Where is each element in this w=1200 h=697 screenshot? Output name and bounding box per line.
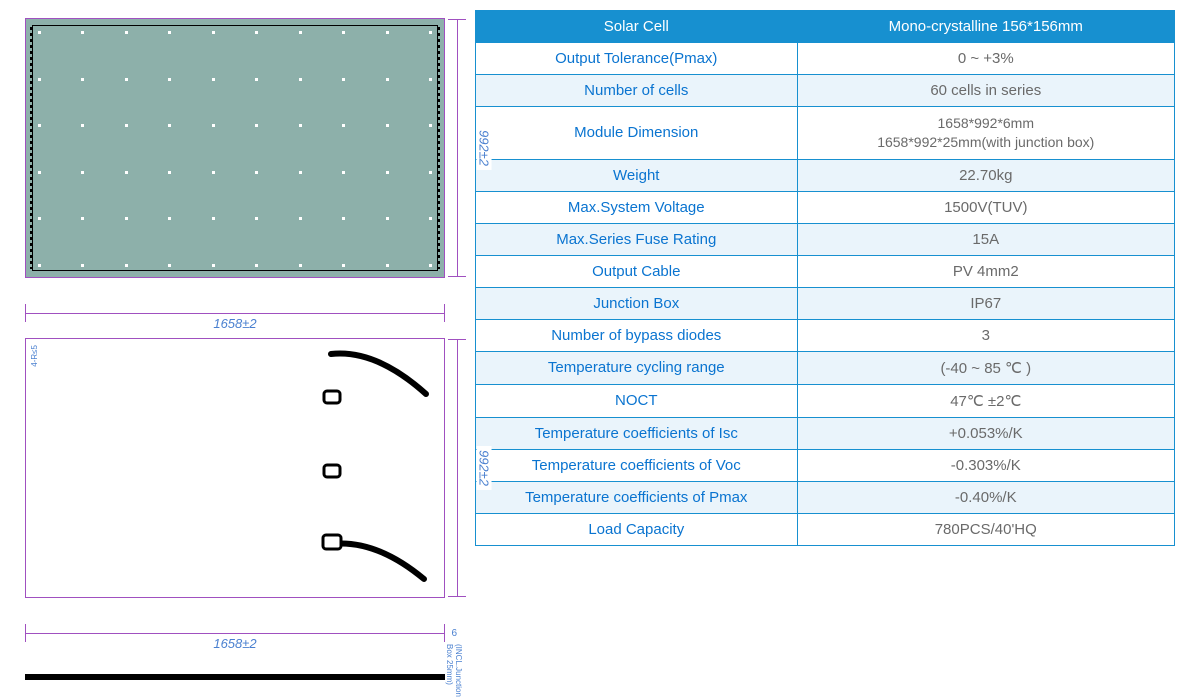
spec-table-column: Solar CellMono-crystalline 156*156mmOutp… [475, 10, 1175, 680]
spec-value: PV 4mm2 [797, 255, 1174, 287]
table-row: Solar CellMono-crystalline 156*156mm [476, 11, 1175, 43]
table-row: Output Tolerance(Pmax)0 ~ +3% [476, 43, 1175, 75]
height-dimension-back: 992±2 [448, 339, 466, 597]
spec-key: Solar Cell [476, 11, 798, 43]
spec-value: IP67 [797, 287, 1174, 319]
spec-key: Max.Series Fuse Rating [476, 223, 798, 255]
front-view: 992±2 [25, 18, 445, 278]
page-container: 992±2 1658±2 4-R≤5 [0, 0, 1200, 690]
spec-value: 15A [797, 223, 1174, 255]
table-row: Weight22.70kg [476, 159, 1175, 191]
side-view [25, 674, 445, 680]
height-dimension-front: 992±2 [448, 19, 466, 277]
spec-value: -0.40%/K [797, 481, 1174, 513]
table-row: Temperature coefficients of Isc+0.053%/K [476, 417, 1175, 449]
back-view-wrap: 4-R≤5 992±2 [25, 308, 445, 620]
table-row: Max.System Voltage1500V(TUV) [476, 191, 1175, 223]
height-dim-label-back: 992±2 [477, 446, 492, 490]
thickness-label: 6 [451, 628, 457, 639]
spec-key: Number of bypass diodes [476, 319, 798, 351]
spec-value: 1500V(TUV) [797, 191, 1174, 223]
spec-value: 0 ~ +3% [797, 43, 1174, 75]
spec-key: Temperature coefficients of Voc [476, 449, 798, 481]
spec-value: Mono-crystalline 156*156mm [797, 11, 1174, 43]
table-row: Temperature coefficients of Pmax-0.40%/K [476, 481, 1175, 513]
table-row: NOCT47℃ ±2℃ [476, 384, 1175, 417]
spec-key: Number of cells [476, 75, 798, 107]
spec-key: Load Capacity [476, 513, 798, 545]
spec-key: Module Dimension [476, 107, 798, 160]
table-row: Junction BoxIP67 [476, 287, 1175, 319]
table-row: Temperature coefficients of Voc-0.303%/K [476, 449, 1175, 481]
spec-value: +0.053%/K [797, 417, 1174, 449]
back-view-svg [26, 339, 446, 599]
height-dim-label: 992±2 [477, 126, 492, 170]
spec-key: Weight [476, 159, 798, 191]
spec-key: Output Cable [476, 255, 798, 287]
table-row: Module Dimension1658*992*6mm1658*992*25m… [476, 107, 1175, 160]
table-row: Number of bypass diodes3 [476, 319, 1175, 351]
diagram-column: 992±2 1658±2 4-R≤5 [25, 10, 445, 680]
spec-key: Output Tolerance(Pmax) [476, 43, 798, 75]
side-note: (INCL.Junction Box 25mm) [445, 644, 463, 697]
table-row: Load Capacity780PCS/40'HQ [476, 513, 1175, 545]
spec-key: Junction Box [476, 287, 798, 319]
table-row: Max.Series Fuse Rating15A [476, 223, 1175, 255]
side-view-wrap: (INCL.Junction Box 25mm) 6 [25, 634, 445, 680]
spec-value: 780PCS/40'HQ [797, 513, 1174, 545]
spec-key: Temperature coefficients of Isc [476, 417, 798, 449]
spec-value: (-40 ~ 85 ℃ ) [797, 351, 1174, 384]
spec-key: NOCT [476, 384, 798, 417]
front-view-wrap: 992±2 1658±2 [25, 10, 445, 300]
spec-value: 3 [797, 319, 1174, 351]
cell-grid [38, 31, 432, 265]
back-view: 4-R≤5 992±2 [25, 338, 445, 598]
table-row: Temperature cycling range(-40 ~ 85 ℃ ) [476, 351, 1175, 384]
spec-value: 60 cells in series [797, 75, 1174, 107]
spec-table: Solar CellMono-crystalline 156*156mmOutp… [475, 10, 1175, 546]
spec-key: Max.System Voltage [476, 191, 798, 223]
spec-key: Temperature cycling range [476, 351, 798, 384]
table-row: Number of cells60 cells in series [476, 75, 1175, 107]
table-row: Output CablePV 4mm2 [476, 255, 1175, 287]
spec-key: Temperature coefficients of Pmax [476, 481, 798, 513]
spec-value: 1658*992*6mm1658*992*25mm(with junction … [797, 107, 1174, 160]
spec-value: -0.303%/K [797, 449, 1174, 481]
spec-value: 47℃ ±2℃ [797, 384, 1174, 417]
spec-value: 22.70kg [797, 159, 1174, 191]
